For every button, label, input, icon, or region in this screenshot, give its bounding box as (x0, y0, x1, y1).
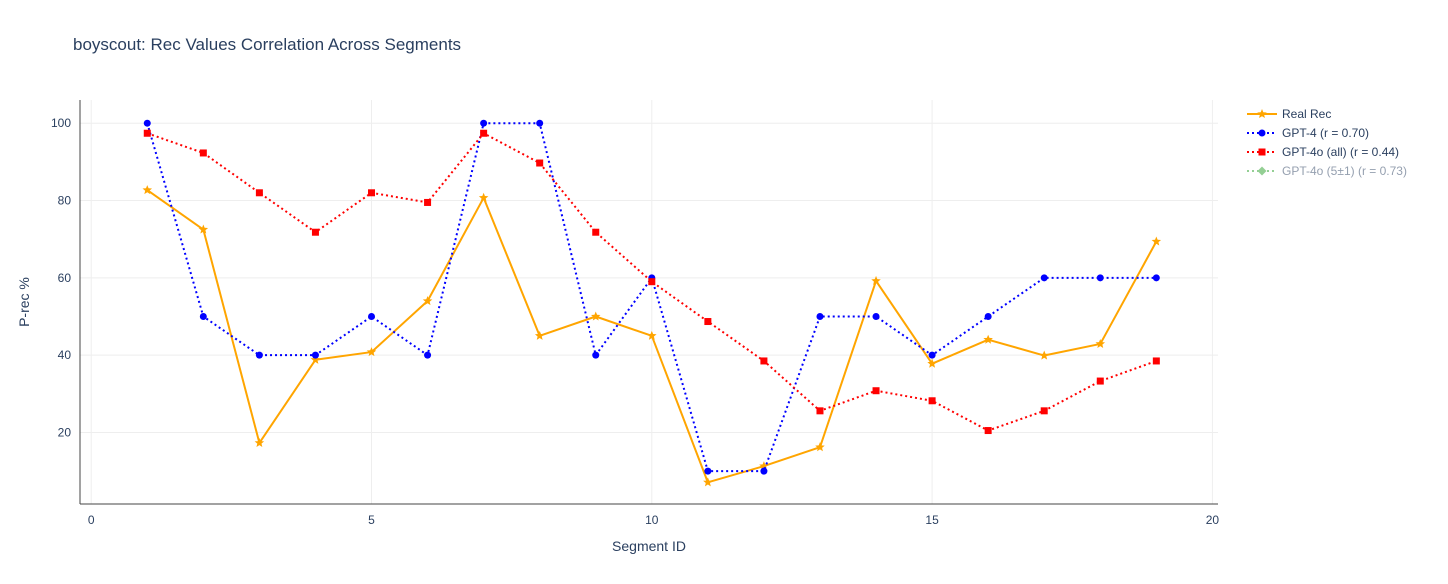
legend-item[interactable]: GPT-4o (5±1) (r = 0.73) (1247, 164, 1407, 178)
axes: 0 5 10 15 20 20 40 60 80 100 (51, 100, 1219, 527)
data-point (534, 330, 545, 340)
data-point (1096, 377, 1104, 385)
data-point (872, 387, 880, 395)
data-point (198, 224, 209, 234)
data-point (199, 149, 207, 157)
data-point (703, 477, 713, 487)
data-point (310, 354, 321, 364)
series-2 (143, 129, 1160, 435)
data-point (1151, 236, 1162, 246)
data-point (647, 330, 657, 340)
legend-label: GPT-4o (all) (r = 0.44) (1282, 145, 1399, 159)
data-point (368, 312, 376, 320)
y-tick-label: 40 (58, 348, 72, 362)
data-point (1039, 350, 1049, 360)
data-point (424, 351, 432, 359)
legend[interactable]: Real Rec GPT-4 (r = 0.70) GPT-4o (all) (r … (1247, 107, 1407, 178)
data-point (143, 119, 151, 127)
legend-item[interactable]: Real Rec (1247, 107, 1331, 121)
chart-title: boyscout: Rec Values Correlation Across … (73, 35, 461, 54)
series-layer (142, 119, 1162, 487)
data-point (759, 461, 769, 471)
data-point (478, 192, 489, 202)
data-point (704, 467, 712, 475)
data-point (255, 351, 263, 359)
data-point (928, 351, 936, 359)
x-tick-label: 10 (645, 513, 659, 527)
data-point (1152, 357, 1160, 365)
data-point (816, 312, 824, 320)
data-point (704, 318, 712, 326)
data-point (592, 228, 600, 236)
x-tick-label: 15 (925, 513, 939, 527)
data-point (368, 189, 376, 197)
data-point (255, 189, 263, 197)
data-point (536, 159, 544, 167)
data-point (760, 357, 768, 365)
data-point (816, 407, 824, 415)
series-0 (142, 185, 1162, 487)
y-tick-label: 20 (58, 425, 72, 439)
grid (80, 100, 1218, 504)
data-point (366, 347, 377, 357)
data-point (480, 119, 488, 127)
data-point (311, 351, 319, 359)
legend-swatch-marker (1257, 109, 1267, 119)
y-tick-label: 60 (58, 271, 72, 285)
data-point (648, 278, 656, 286)
data-point (143, 129, 151, 137)
data-point (592, 351, 600, 359)
legend-label: Real Rec (1282, 107, 1331, 121)
y-tick-label: 100 (51, 116, 71, 130)
legend-swatch-marker (1258, 148, 1266, 156)
data-point (928, 397, 936, 405)
data-point (1040, 407, 1048, 415)
x-tick-label: 0 (88, 513, 95, 527)
legend-item[interactable]: GPT-4 (r = 0.70) (1247, 126, 1369, 140)
data-point (199, 312, 207, 320)
data-point (1096, 274, 1104, 282)
legend-swatch-marker (1258, 129, 1266, 137)
legend-item[interactable]: GPT-4o (all) (r = 0.44) (1247, 145, 1399, 159)
legend-label: GPT-4 (r = 0.70) (1282, 126, 1369, 140)
legend-label: GPT-4o (5±1) (r = 0.73) (1282, 164, 1407, 178)
data-point (422, 296, 433, 306)
data-point (871, 275, 881, 285)
data-point (760, 467, 768, 475)
x-tick-label: 20 (1206, 513, 1220, 527)
data-point (872, 312, 880, 320)
data-point (424, 198, 432, 206)
data-point (142, 185, 153, 195)
data-point (480, 129, 488, 137)
data-point (984, 312, 992, 320)
data-point (1152, 274, 1160, 282)
x-axis-title: Segment ID (612, 538, 686, 554)
data-point (590, 311, 601, 321)
data-point (254, 437, 265, 447)
data-point (927, 358, 937, 368)
legend-swatch-marker (1257, 166, 1267, 176)
data-point (536, 119, 544, 127)
y-tick-label: 80 (58, 194, 72, 208)
x-tick-label: 5 (368, 513, 375, 527)
data-point (983, 334, 993, 344)
data-point (984, 427, 992, 435)
y-axis-title: P-rec % (16, 277, 32, 327)
data-point (815, 442, 825, 452)
data-point (1095, 338, 1106, 348)
data-point (1040, 274, 1048, 282)
data-point (311, 228, 319, 236)
